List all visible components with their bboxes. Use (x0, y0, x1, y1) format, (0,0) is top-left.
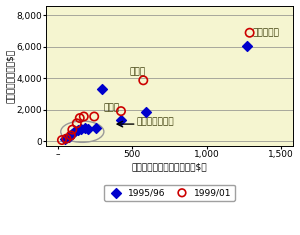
1995/96 (83, 126, 88, 129)
Text: マレーシア: マレーシア (253, 28, 280, 37)
1999/01 (92, 115, 97, 118)
1995/96 (144, 110, 149, 114)
1999/01 (77, 116, 82, 120)
1999/01 (74, 121, 79, 125)
Text: イラン: イラン (129, 67, 145, 76)
1995/96 (75, 128, 80, 132)
1995/96 (86, 127, 91, 130)
1999/01 (68, 133, 73, 137)
1999/01 (64, 137, 69, 141)
Text: トルコ: トルコ (104, 103, 120, 112)
1995/96 (78, 127, 83, 131)
Text: 東南アジア諸国: 東南アジア諸国 (136, 117, 174, 126)
1995/96 (118, 118, 123, 121)
1995/96 (73, 129, 77, 133)
1995/96 (99, 87, 104, 91)
Legend: 1995/96, 1999/01: 1995/96, 1999/01 (104, 184, 235, 201)
1995/96 (67, 135, 71, 139)
1999/01 (81, 115, 86, 118)
1995/96 (93, 126, 98, 129)
1999/01 (70, 128, 75, 132)
1995/96 (70, 132, 74, 136)
1999/01 (59, 138, 64, 142)
1999/01 (118, 109, 123, 113)
1999/01 (247, 31, 252, 35)
X-axis label: 食品加工産業の付加価値（$）: 食品加工産業の付加価値（$） (131, 162, 207, 171)
1995/96 (244, 44, 249, 48)
1995/96 (63, 137, 68, 141)
1999/01 (141, 78, 146, 82)
Y-axis label: 農業の付加価値（$）: 農業の付加価値（$） (6, 49, 15, 103)
